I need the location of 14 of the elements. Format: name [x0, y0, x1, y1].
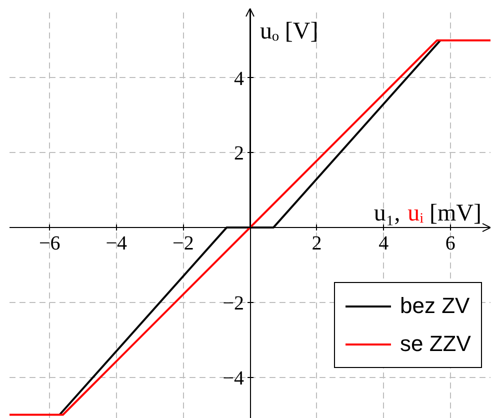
x-axis-title: u₁, uᵢ [mV]: [374, 200, 482, 227]
y-tick-label: 2: [234, 142, 244, 165]
legend-label: bez ZV: [400, 293, 470, 319]
y-tick-label: −2: [222, 292, 244, 314]
legend-label: se ZZV: [400, 331, 471, 357]
y-tick-label: −4: [222, 367, 244, 390]
x-tick-label: 6: [445, 232, 456, 255]
x-tick-label: −2: [172, 232, 194, 255]
y-axis-title: uₒ [V]: [260, 18, 318, 44]
x-tick-label: −4: [106, 232, 128, 255]
x-tick-label: 4: [378, 232, 389, 255]
x-tick-label: −6: [38, 232, 60, 255]
x-tick-label: 2: [312, 232, 322, 255]
y-tick-label: 4: [234, 68, 244, 90]
